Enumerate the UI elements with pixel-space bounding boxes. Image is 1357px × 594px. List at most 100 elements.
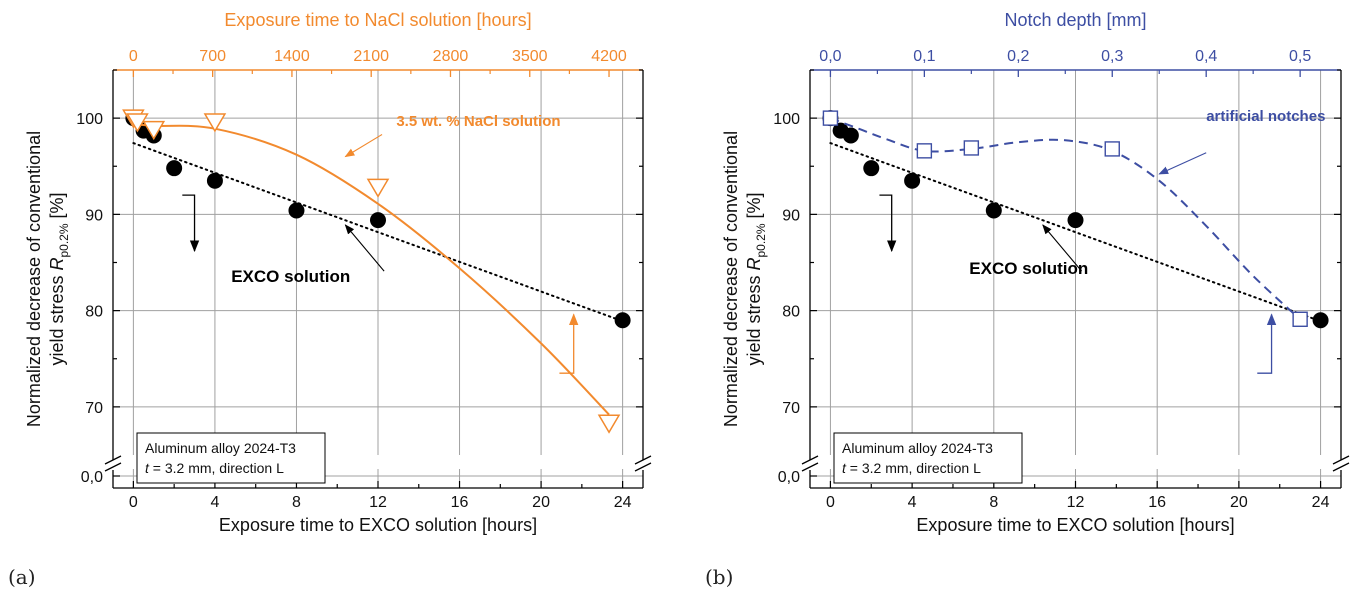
y-tick-label-zero: 0,0 [81, 469, 103, 486]
axis-break-mark [1332, 455, 1350, 465]
info-box-var: t [145, 460, 150, 476]
info-box-var: t [842, 460, 847, 476]
top-tick-label: 0 [129, 48, 138, 65]
data-point [963, 140, 980, 156]
series-2 [122, 109, 621, 434]
notch-pointer-arrow [1158, 152, 1207, 175]
x-tick-label: 16 [451, 494, 469, 511]
trend-line [830, 117, 1301, 321]
annotations: artificial notches EXCO solution [879, 108, 1325, 374]
axis-break-mark [1332, 462, 1350, 472]
x-tick-label: 16 [1148, 494, 1166, 511]
axis-break-mark [801, 462, 819, 472]
data-point [597, 414, 621, 434]
exco-label: EXCO solution [969, 259, 1088, 278]
decrease-arrow [182, 194, 200, 253]
info-box: Aluminum alloy 2024-T3 t = 3.2 mm, direct… [833, 432, 1023, 484]
increase-arrow [1257, 313, 1277, 374]
y-axis-label-prefix: yield stress [47, 271, 67, 366]
top-tick-label: 3500 [512, 48, 548, 65]
data-point [142, 120, 166, 141]
decrease-arrow [879, 194, 897, 253]
data-point [916, 143, 933, 159]
axis-break-mark [104, 455, 122, 465]
data-point [126, 113, 149, 133]
data-point [614, 312, 631, 329]
info-box-rest: = 3.2 mm, direction L [149, 460, 284, 476]
y-tick-label: 100 [773, 111, 800, 128]
top-axis-label: Notch depth [mm] [1004, 10, 1146, 30]
top-axis-label: Exposure time to NaCl solution [hours] [224, 10, 531, 30]
axis-break-mark [801, 455, 819, 465]
increase-arrow [559, 313, 579, 374]
axis-break-mark [634, 455, 652, 465]
data-point [206, 172, 223, 189]
x-tick-label: 0 [129, 494, 138, 511]
top-tick-label: 0,2 [1007, 48, 1029, 65]
info-box-line2: t = 3.2 mm, direction L [145, 460, 284, 476]
data-point [166, 160, 183, 177]
panel-label: (a) [8, 565, 36, 589]
top-tick-label: 2100 [353, 48, 389, 65]
info-box-rest: = 3.2 mm, direction L [846, 460, 981, 476]
notch-label: artificial notches [1206, 108, 1325, 125]
y-tick-label: 90 [85, 207, 103, 224]
y-axis-label: Normalized decrease of conventional yield… [721, 131, 768, 427]
x-tick-label: 8 [292, 494, 301, 511]
top-tick-label: 0,5 [1289, 48, 1311, 65]
x-tick-label: 12 [1067, 494, 1085, 511]
trend-line [133, 122, 610, 416]
y-axis-label-suffix: [%] [744, 192, 764, 223]
exco-pointer-arrow [1042, 224, 1083, 272]
data-point [203, 113, 227, 133]
y-axis-label-symbol: R [744, 258, 764, 271]
y-tick-label: 90 [782, 207, 800, 224]
plot-frame [801, 69, 1350, 489]
top-tick-label: 700 [199, 48, 226, 65]
grid [113, 70, 643, 488]
data-point [1067, 212, 1084, 229]
x-ticks: 0 4 8 12 16 20 24 [826, 481, 1330, 511]
data-point [904, 172, 921, 189]
top-axis-ticks: 0 700 1400 2100 2800 3500 4200 [129, 48, 627, 77]
chart-panel-a: 0 4 8 12 16 20 24 70 80 90 100 0,0 0 700 1400 2100 2800 3… [8, 10, 652, 589]
y-axis-label-line1: Normalized decrease of conventional [721, 131, 741, 427]
y-axis-label-line1: Normalized decrease of conventional [24, 131, 44, 427]
info-box-line2: t = 3.2 mm, direction L [842, 460, 981, 476]
y-tick-label-zero: 0,0 [778, 469, 800, 486]
x-tick-label: 20 [1230, 494, 1248, 511]
x-tick-label: 24 [1312, 494, 1330, 511]
annotations: 3.5 wt. % NaCl solution EXCO solution [182, 113, 579, 374]
top-tick-label: 0,4 [1195, 48, 1217, 65]
data-point [822, 110, 839, 126]
info-box-line1: Aluminum alloy 2024-T3 [145, 440, 296, 456]
info-box-frame [833, 432, 1023, 484]
data-point [370, 212, 386, 229]
x-ticks: 0 4 8 12 16 20 24 [129, 481, 632, 511]
y-axis-label-symbol: R [47, 258, 67, 271]
data-point [1104, 141, 1120, 157]
series-2 [822, 110, 1308, 327]
y-tick-label: 70 [85, 400, 103, 417]
trend-line [132, 142, 624, 323]
x-tick-label: 8 [989, 494, 998, 511]
data-point [288, 202, 305, 219]
data-point [842, 127, 859, 144]
data-point [985, 202, 1002, 219]
top-tick-label: 0,3 [1101, 48, 1123, 65]
nacl-pointer-arrow [344, 134, 383, 158]
y-axis-label-suffix: [%] [47, 192, 67, 223]
y-axis-label-subscript: p0.2% [754, 223, 768, 257]
y-ticks: 70 80 90 100 0,0 [773, 69, 1341, 486]
y-tick-label: 80 [782, 304, 800, 321]
top-tick-label: 0,1 [913, 48, 935, 65]
x-axis-label: Exposure time to EXCO solution [hours] [916, 515, 1234, 535]
top-tick-label: 0,0 [819, 48, 841, 65]
x-axis-label: Exposure time to EXCO solution [hours] [219, 515, 537, 535]
x-tick-label: 0 [826, 494, 835, 511]
top-tick-label: 1400 [274, 48, 310, 65]
grid [810, 70, 1341, 488]
axis-break-mark [104, 462, 122, 472]
panel-label: (b) [705, 565, 733, 589]
